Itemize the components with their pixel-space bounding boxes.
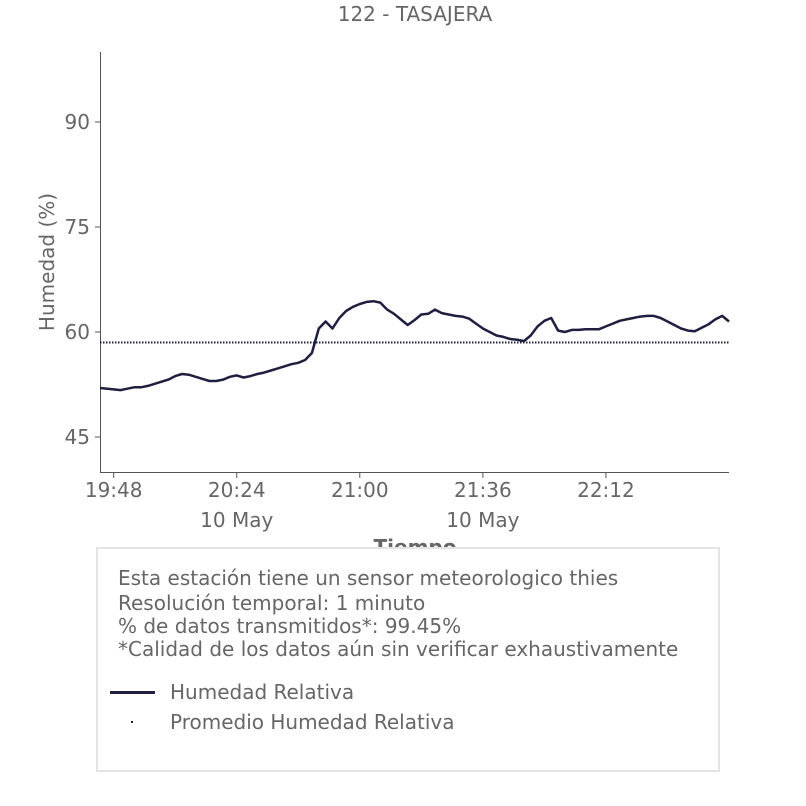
x-tick-label: 20:24 — [208, 478, 266, 502]
y-tick-label: 90 — [65, 110, 90, 134]
station-info-box: Esta estación tiene un sensor meteorolog… — [96, 547, 720, 772]
x-date-label: 10 May — [200, 508, 273, 532]
y-tick-label: 75 — [65, 215, 90, 239]
y-axis-label: Humedad (%) — [35, 193, 59, 331]
legend-dot-swatch — [131, 721, 133, 723]
legend-line-swatch — [110, 691, 155, 694]
y-tick-label: 60 — [65, 320, 90, 344]
legend-label-average: Promedio Humedad Relativa — [170, 710, 455, 734]
x-tick-label: 19:48 — [85, 478, 143, 502]
x-date-label: 10 May — [446, 508, 519, 532]
x-axis-ticks: 19:48 20:24 21:00 21:36 22:12 10 May 10 May — [85, 473, 635, 532]
x-tick-label: 21:36 — [454, 478, 512, 502]
y-axis-ticks: 45 60 75 90 — [65, 110, 100, 449]
humidity-series-line — [99, 299, 730, 392]
plot-area — [99, 299, 730, 392]
x-tick-label: 22:12 — [577, 478, 635, 502]
y-tick-label: 45 — [65, 425, 90, 449]
sensor-info-text: Esta estación tiene un sensor meteorolog… — [118, 566, 619, 590]
x-tick-label: 21:00 — [331, 478, 389, 502]
legend-label-humidity: Humedad Relativa — [170, 680, 355, 704]
quality-note-text: *Calidad de los datos aún sin verificar … — [118, 637, 679, 661]
resolution-info-text: Resolución temporal: 1 minuto — [118, 591, 426, 615]
chart-title: 122 - TASAJERA — [338, 2, 493, 26]
transmission-info-text: % de datos transmitidos*: 99.45% — [118, 614, 462, 638]
